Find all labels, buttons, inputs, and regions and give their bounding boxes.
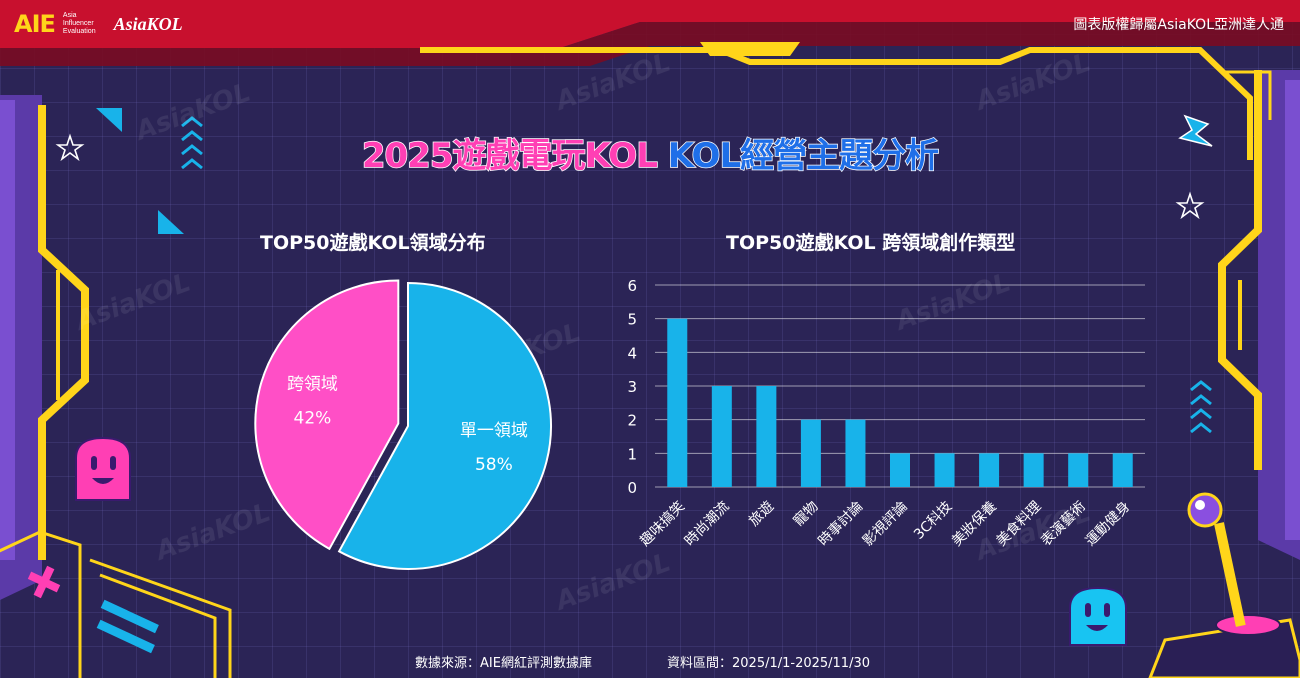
gamepad-line-icon	[100, 599, 159, 634]
x-tick-label: 美妝保養	[948, 498, 1000, 550]
y-tick-label: 1	[627, 445, 637, 463]
bar	[845, 419, 866, 487]
x-tick-label: 旅遊	[746, 499, 777, 530]
copyright-text: 圖表版權歸屬AsiaKOL亞洲達人通	[1073, 17, 1284, 33]
bar	[756, 386, 777, 487]
x-tick-label: 影視評論	[860, 499, 911, 550]
pie-slice-label: 單一領域	[460, 421, 528, 441]
pie-slice-label: 跨領域	[287, 374, 338, 394]
joystick-icon	[1148, 492, 1300, 678]
lightning-icon	[1178, 114, 1213, 147]
bar	[1112, 453, 1133, 487]
x-tick-label: 時事討論	[815, 499, 866, 550]
bar	[934, 453, 955, 487]
brand-sub-line: Asia	[62, 12, 77, 19]
pink-ghost-icon	[75, 436, 131, 501]
pie-slice	[337, 281, 552, 570]
cyan-triangle-left	[158, 210, 184, 234]
x-tick-label: 趣味搞笑	[637, 499, 688, 550]
gamepad-plus-icon	[27, 565, 61, 599]
page-title-part1: 2025遊戲電玩KOL	[361, 135, 659, 177]
x-tick-label: 美食料理	[993, 498, 1045, 550]
pie-chart-title: TOP50遊戲KOL領域分布	[260, 232, 486, 254]
bar	[667, 318, 688, 487]
left-yellow-bracket	[38, 105, 89, 560]
top-red-banner	[0, 0, 1300, 48]
y-tick-label: 4	[627, 344, 637, 362]
x-tick-label: 運動健身	[1083, 499, 1134, 550]
y-tick-label: 3	[627, 378, 637, 396]
brand-aie-mark: AIE	[14, 10, 56, 38]
x-tick-label: 寵物	[790, 498, 822, 530]
data-period-text: 資料區間：2025/1/1-2025/11/30	[667, 656, 871, 671]
star-icon-left	[55, 133, 85, 162]
bar	[1068, 453, 1089, 487]
chevron-up-icon-left	[181, 116, 203, 170]
brand-aie-sub: Asia Influencer Evaluation	[63, 12, 96, 36]
bar-chart-title: TOP50遊戲KOL 跨領域創作類型	[726, 232, 1016, 254]
y-tick-label: 2	[627, 412, 637, 430]
top-red-shadow	[0, 22, 1300, 66]
x-tick-label: 表演藝術	[1038, 499, 1089, 550]
cyan-triangle-top	[96, 108, 122, 132]
gamepad-icon	[0, 530, 232, 678]
y-tick-label: 6	[627, 277, 637, 295]
pie-slice	[254, 279, 400, 551]
bar	[1023, 453, 1044, 487]
page-title-part2: KOL經營主題分析	[667, 135, 940, 177]
pie-slice-value-label: 42%	[294, 408, 332, 428]
x-tick-label: 3C科技	[911, 499, 955, 543]
bar	[890, 453, 910, 487]
page-title: 2025遊戲電玩KOL KOL經營主題分析	[0, 128, 1300, 177]
y-tick-label: 0	[627, 479, 637, 497]
bar	[979, 453, 1000, 487]
data-source-text: 數據來源：AIE網紅評測數據庫	[415, 656, 592, 671]
bar	[800, 419, 821, 487]
pie-slice-value-label: 58%	[475, 455, 513, 475]
x-tick-label: 時尚潮流	[682, 499, 733, 550]
chevron-up-icon-right	[1190, 380, 1212, 434]
brand-sub-line: Evaluation	[62, 28, 96, 35]
y-tick-label: 5	[627, 311, 637, 329]
cyan-ghost-icon	[1069, 586, 1127, 646]
right-yellow-bracket	[1218, 70, 1262, 470]
brand-sub-line: Influencer	[62, 20, 94, 27]
brand-kol-mark: AsiaKOL	[113, 13, 183, 34]
bar	[711, 386, 732, 487]
star-icon-right	[1175, 191, 1205, 220]
brand-logo: AIE Asia Influencer Evaluation AsiaKOL	[14, 10, 183, 38]
